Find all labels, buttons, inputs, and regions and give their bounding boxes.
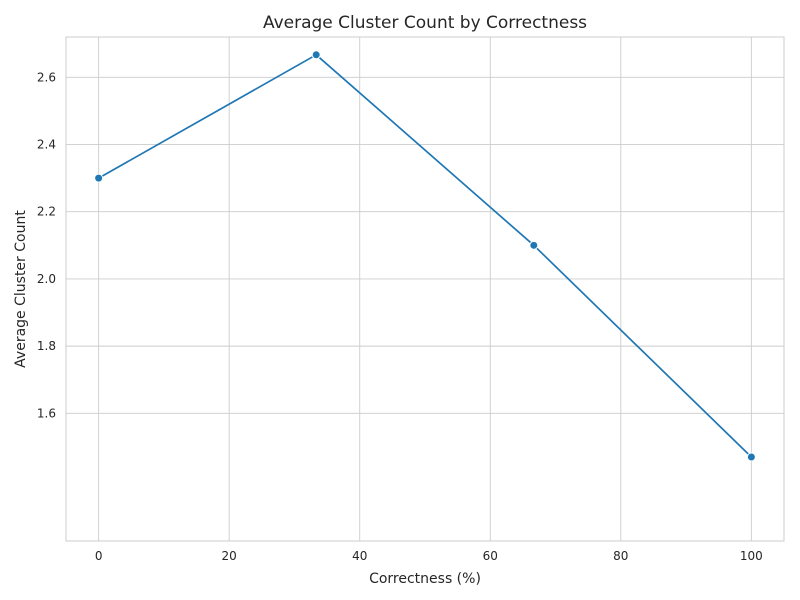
- y-axis-ticks: 1.6 1.8 2.0 2.2 2.4 2.6: [37, 70, 56, 420]
- data-point: [529, 240, 539, 250]
- y-tick-label: 2.6: [37, 70, 56, 84]
- x-tick-label: 0: [95, 549, 103, 563]
- grid: [66, 37, 784, 541]
- y-tick-label: 1.8: [37, 339, 56, 353]
- x-tick-label: 100: [740, 549, 763, 563]
- x-tick-label: 40: [352, 549, 367, 563]
- data-point: [311, 50, 321, 60]
- y-tick-label: 1.6: [37, 406, 56, 420]
- x-axis-ticks: 0 20 40 60 80 100: [95, 549, 763, 563]
- x-axis-label: Correctness (%): [369, 571, 481, 587]
- y-tick-label: 2.0: [37, 272, 56, 286]
- series-layer: [94, 50, 756, 462]
- y-tick-label: 2.4: [37, 138, 56, 152]
- data-point: [746, 452, 756, 462]
- y-axis-label: Average Cluster Count: [13, 210, 29, 368]
- data-point: [94, 173, 104, 183]
- chart-title: Average Cluster Count by Correctness: [263, 13, 587, 33]
- x-tick-label: 60: [483, 549, 498, 563]
- y-tick-label: 2.2: [37, 205, 56, 219]
- x-tick-label: 80: [613, 549, 628, 563]
- x-tick-label: 20: [222, 549, 237, 563]
- series-line: [97, 53, 753, 458]
- plot-frame: [65, 36, 785, 542]
